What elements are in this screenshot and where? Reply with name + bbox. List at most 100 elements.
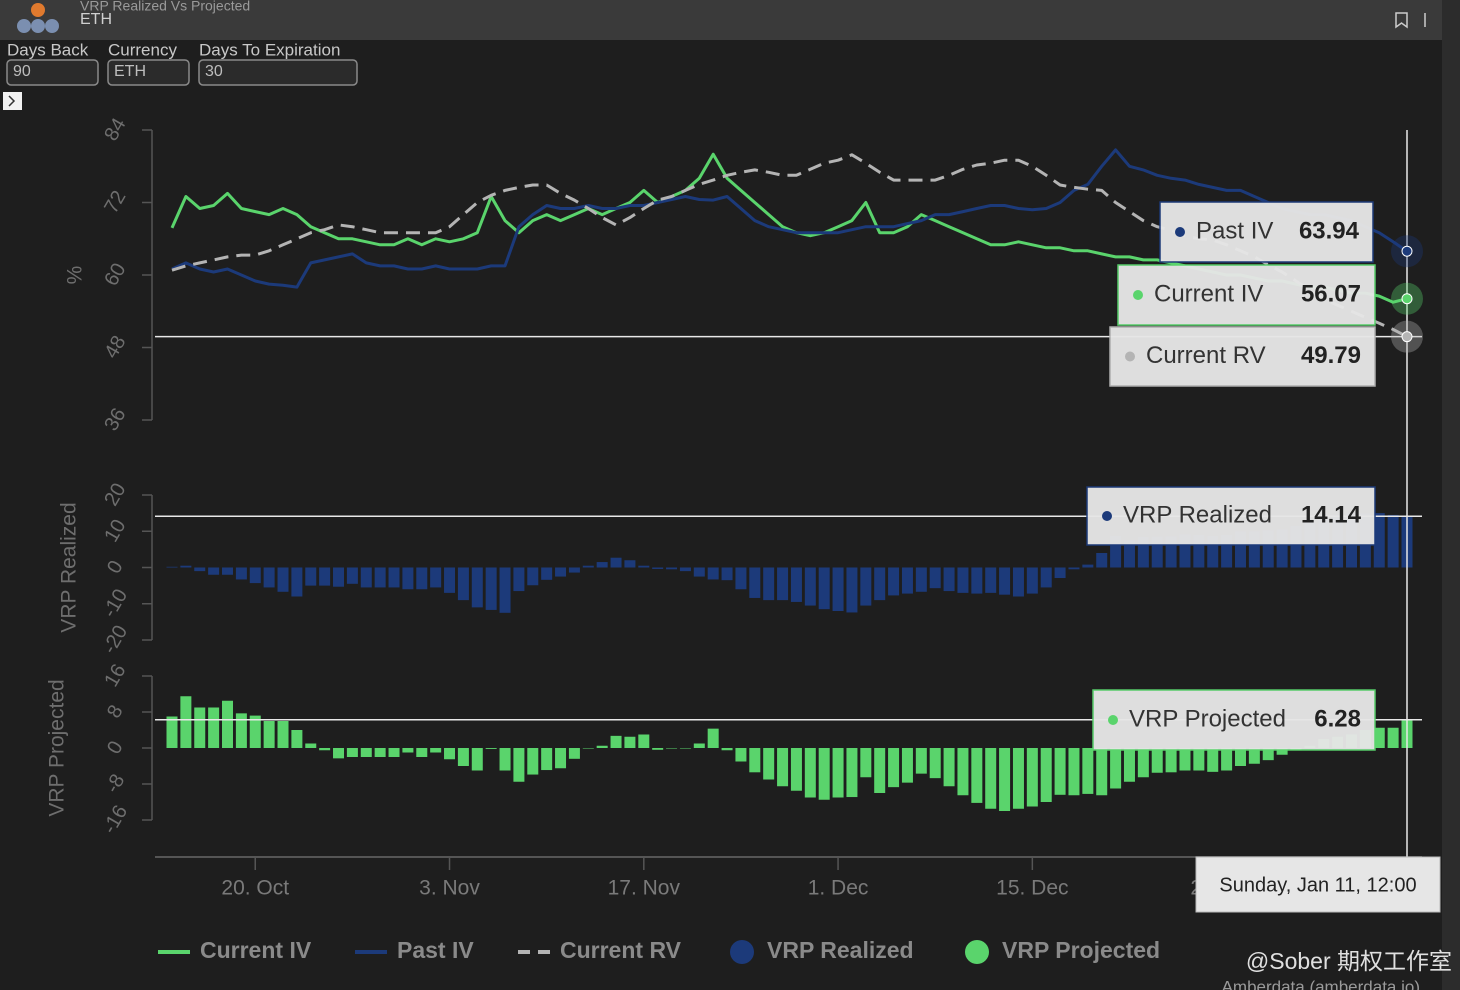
tooltip-label: VRP Projected: [1129, 705, 1286, 732]
bar: [1276, 748, 1288, 755]
bar: [666, 748, 678, 749]
bar: [846, 748, 858, 798]
bar: [943, 567, 955, 592]
tooltip-label: Current IV: [1154, 280, 1263, 307]
bar: [1234, 531, 1246, 568]
tooltip-box: [1086, 486, 1376, 546]
bar: [346, 748, 358, 757]
bar: [208, 567, 220, 575]
y-axis-title: VRP Realized: [58, 502, 81, 632]
bar: [388, 748, 400, 757]
bar: [957, 567, 969, 593]
bar: [610, 557, 622, 568]
y-axis-title: %: [64, 266, 87, 285]
bar: [804, 567, 816, 606]
bar: [485, 567, 497, 610]
control-label: Currency: [108, 40, 177, 59]
bar: [1248, 531, 1260, 568]
bar: [416, 567, 428, 590]
bar: [749, 567, 761, 598]
legend-label[interactable]: VRP Projected: [1002, 937, 1160, 963]
date-tooltip-box: [1195, 856, 1441, 913]
bar: [541, 567, 553, 580]
controls: Days Back 90 Currency ETH Days To Expiration…: [6, 40, 358, 86]
bar: [416, 748, 428, 757]
bar: [957, 748, 969, 796]
control-value: 90: [13, 63, 31, 80]
bar: [513, 748, 525, 782]
bar: [790, 567, 802, 602]
bar: [249, 567, 261, 584]
bar: [180, 565, 192, 568]
legend-label[interactable]: VRP Realized: [767, 937, 914, 963]
bar: [360, 748, 372, 757]
control-label: Days Back: [7, 40, 89, 59]
bar: [901, 748, 913, 783]
bar: [874, 748, 886, 793]
bar: [1151, 748, 1163, 773]
bar: [305, 743, 317, 748]
bar: [555, 567, 567, 577]
bar: [624, 560, 636, 568]
bar: [1151, 536, 1163, 568]
bar: [360, 567, 372, 588]
legend-label[interactable]: Current RV: [560, 937, 682, 963]
bar: [568, 748, 580, 759]
bar: [777, 748, 789, 787]
bar: [1234, 748, 1246, 766]
control-input[interactable]: [6, 59, 99, 86]
bar: [249, 715, 261, 748]
bar: [874, 567, 886, 601]
bar: [832, 748, 844, 798]
bar: [1082, 564, 1094, 568]
bar: [693, 567, 705, 577]
bar: [457, 567, 469, 601]
bar: [971, 748, 983, 803]
control-input[interactable]: [107, 59, 190, 86]
legend-symbol[interactable]: [730, 940, 754, 964]
legend-symbol[interactable]: [965, 940, 989, 964]
bar: [1123, 540, 1135, 568]
logo: [17, 3, 59, 33]
bar: [1110, 748, 1122, 789]
control-input[interactable]: [198, 59, 358, 86]
tooltip-box: [1092, 689, 1376, 751]
bar: [582, 748, 594, 749]
bar: [166, 566, 178, 568]
legend-label[interactable]: Current IV: [200, 937, 312, 963]
bar: [721, 748, 733, 751]
bar: [596, 745, 608, 748]
bar: [638, 734, 650, 748]
bar: [499, 567, 511, 613]
x-tick-label: 3. Nov: [419, 877, 480, 900]
bar: [1276, 529, 1288, 568]
hover-point: [1401, 331, 1413, 343]
hover-point: [1401, 245, 1413, 257]
bar: [541, 748, 553, 771]
tooltip-label: Current RV: [1146, 342, 1266, 369]
bar: [666, 567, 678, 570]
expand-button[interactable]: [3, 92, 22, 110]
bar: [222, 567, 234, 575]
bar: [235, 713, 247, 748]
legend-label[interactable]: Past IV: [397, 937, 474, 963]
bar: [763, 567, 775, 601]
bar: [1068, 748, 1080, 796]
bar: [1248, 748, 1260, 764]
bar: [555, 748, 567, 769]
bar: [1012, 567, 1024, 597]
bar: [943, 748, 955, 787]
bookmark-icon[interactable]: [1395, 12, 1408, 29]
bar: [860, 567, 872, 606]
bar: [1110, 535, 1122, 568]
bar: [1026, 748, 1038, 807]
bar: [319, 748, 331, 751]
bar: [388, 567, 400, 588]
scroll-strip: [1442, 0, 1460, 990]
bar: [638, 565, 650, 568]
bar: [749, 748, 761, 773]
bar: [888, 748, 900, 788]
control-value: 30: [205, 63, 223, 80]
